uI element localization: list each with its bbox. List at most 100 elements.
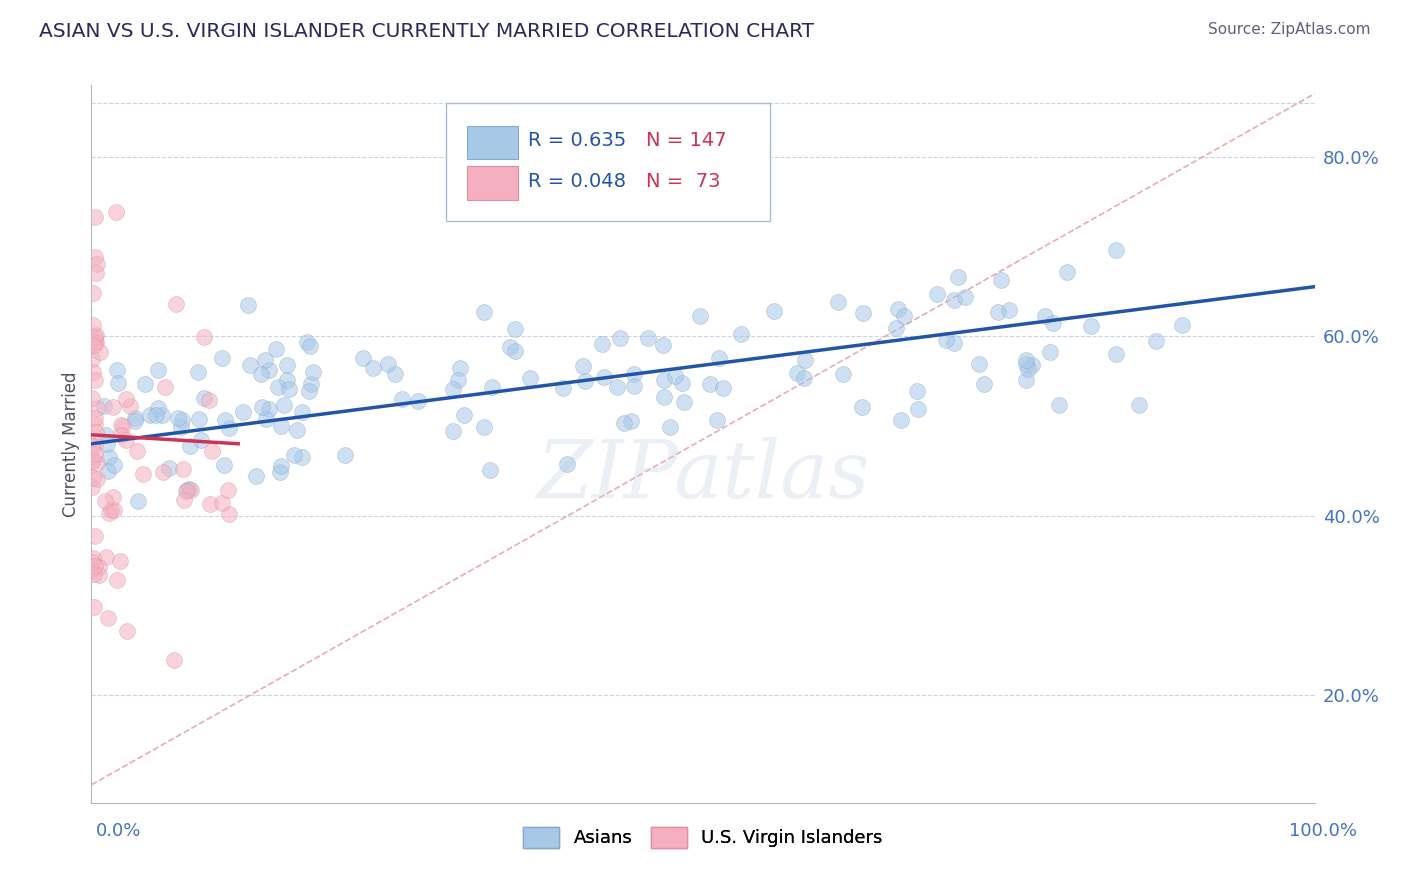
Point — [82, 550, 104, 565]
Point — [82, 366, 104, 380]
Point — [146, 363, 169, 377]
Point — [86, 471, 108, 485]
Point — [973, 377, 995, 392]
Point — [890, 413, 912, 427]
Point — [623, 367, 645, 381]
Point — [1047, 398, 1070, 412]
Point — [623, 378, 645, 392]
Point — [127, 443, 149, 458]
Point — [689, 309, 711, 323]
Point — [174, 483, 197, 498]
Point — [218, 421, 240, 435]
Point — [987, 305, 1010, 319]
Point — [270, 418, 292, 433]
Point — [139, 408, 162, 422]
Point — [239, 358, 262, 372]
Point — [211, 351, 233, 365]
Point — [285, 423, 308, 437]
Point — [927, 287, 949, 301]
Point — [572, 359, 595, 374]
Point — [453, 408, 475, 422]
Point — [110, 417, 132, 432]
Point — [89, 344, 111, 359]
Point — [86, 425, 108, 439]
Point — [176, 483, 198, 497]
Point — [498, 340, 520, 354]
Point — [763, 303, 786, 318]
Point — [472, 305, 495, 319]
Point — [148, 401, 170, 415]
Point — [786, 366, 808, 380]
Point — [187, 411, 209, 425]
Point — [83, 567, 105, 582]
Point — [1104, 347, 1126, 361]
Point — [134, 376, 156, 391]
Point — [709, 351, 731, 365]
Point — [104, 205, 127, 219]
Point — [101, 490, 124, 504]
Point — [967, 357, 990, 371]
Point — [257, 363, 280, 377]
Point — [609, 331, 631, 345]
Point — [110, 428, 132, 442]
Point — [98, 506, 121, 520]
Point — [1039, 345, 1062, 359]
Point — [173, 493, 195, 508]
Point — [93, 399, 115, 413]
Point — [478, 463, 501, 477]
Point — [145, 408, 167, 422]
Point — [391, 392, 413, 407]
Point — [80, 440, 103, 454]
Point — [107, 376, 129, 391]
Point — [86, 456, 108, 470]
Point — [103, 400, 125, 414]
Point — [654, 390, 676, 404]
Point — [83, 338, 105, 352]
Point — [157, 461, 180, 475]
Point — [1017, 362, 1039, 376]
Point — [793, 371, 815, 385]
Point — [80, 455, 103, 469]
Point — [441, 424, 464, 438]
Point — [97, 610, 120, 624]
Point — [86, 401, 108, 415]
Point — [935, 333, 957, 347]
Point — [211, 496, 233, 510]
Point — [377, 357, 399, 371]
Text: R = 0.635: R = 0.635 — [529, 131, 626, 150]
Point — [990, 273, 1012, 287]
Point — [998, 303, 1021, 318]
Point — [214, 413, 236, 427]
Point — [1042, 316, 1064, 330]
Point — [82, 453, 104, 467]
Point — [447, 373, 470, 387]
Point — [83, 210, 105, 224]
Point — [97, 450, 120, 465]
Point — [218, 507, 240, 521]
Point — [84, 411, 107, 425]
Point — [80, 391, 103, 405]
Point — [87, 559, 110, 574]
Text: 100.0%: 100.0% — [1289, 822, 1357, 840]
Text: R = 0.048: R = 0.048 — [529, 172, 626, 191]
Point — [193, 392, 215, 406]
Point — [1080, 318, 1102, 333]
Point — [217, 483, 239, 497]
Point — [108, 554, 131, 568]
Text: N =  73: N = 73 — [645, 172, 720, 191]
Point — [269, 465, 291, 479]
Point — [179, 439, 201, 453]
Point — [166, 411, 188, 425]
Point — [406, 393, 429, 408]
Point — [481, 380, 503, 394]
Point — [83, 599, 105, 614]
Point — [84, 250, 107, 264]
Point — [193, 330, 215, 344]
Point — [620, 414, 643, 428]
Point — [236, 298, 259, 312]
Point — [103, 502, 125, 516]
Point — [83, 447, 105, 461]
Point — [298, 339, 321, 353]
Point — [832, 367, 855, 381]
Y-axis label: Currently Married: Currently Married — [62, 371, 80, 516]
